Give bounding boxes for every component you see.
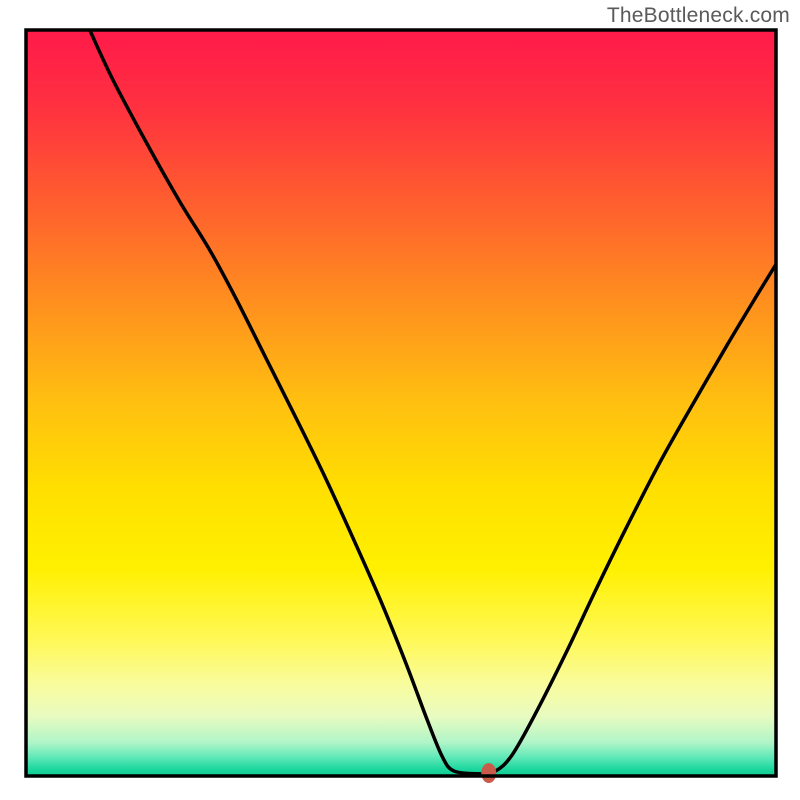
plot-background [26, 30, 776, 776]
chart-svg [0, 0, 800, 800]
marker-dot [481, 763, 496, 783]
watermark-text: TheBottleneck.com [607, 4, 790, 28]
